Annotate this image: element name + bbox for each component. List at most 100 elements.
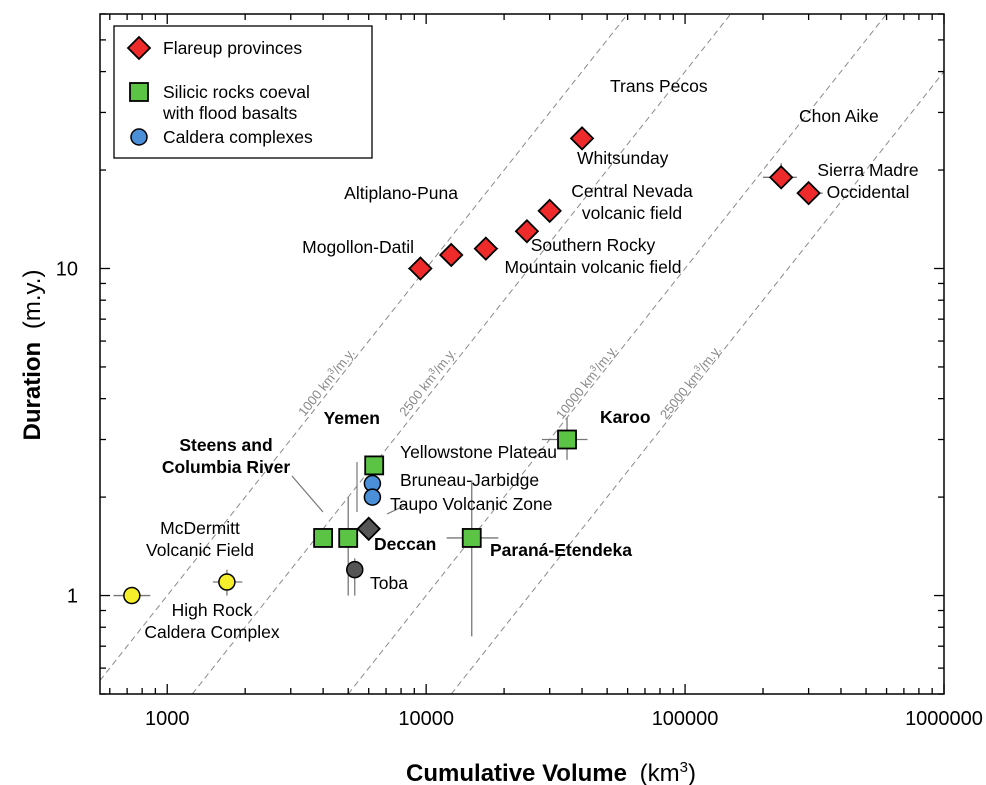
error-bars	[113, 163, 823, 637]
annotation-mcdermitt-volcanic-field: McDermitt Volcanic Field	[146, 518, 254, 560]
annotation-deccan: Deccan	[374, 534, 436, 554]
y-tick-label-10: 10	[56, 258, 78, 280]
annotation-line: High Rock	[172, 600, 253, 620]
annotation-toba: Toba	[370, 573, 408, 593]
marker-bruneau-jarbidge	[363, 488, 382, 506]
marker-whitsunday	[537, 198, 562, 224]
legend-box	[113, 25, 373, 159]
x-axis-title-main: Cumulative Volume	[406, 760, 627, 785]
annotation-line: Central Nevada	[571, 181, 693, 201]
annotation-line: Whitsunday	[577, 148, 669, 168]
x-axis-title-unit-sup: 3	[680, 759, 688, 776]
y-axis-title: Duration (m.y.)	[19, 270, 46, 441]
annotation-line: Mogollon-Datil	[302, 237, 414, 257]
x-axis-title-unit: (km	[640, 760, 680, 785]
x-axis-title: Cumulative Volume (km3)	[406, 759, 696, 785]
annotation-central-nevada-volcanic-field: Central Nevada volcanic field	[571, 181, 693, 223]
annotation-line: Bruneau-Jarbidge	[400, 470, 539, 490]
annotation-line: Sierra Madre	[817, 160, 918, 180]
y-tick-label-1: 1	[67, 586, 78, 608]
rate-line-label-sup: 3	[426, 366, 437, 376]
annotation-parana-etendeka: Paraná-Etendeka	[490, 540, 632, 560]
rate-line-label-sup: 3	[588, 363, 599, 373]
marker-chon-aike	[768, 165, 794, 190]
legend-label-line: Caldera complexes	[163, 127, 313, 147]
annotation-yellowstone-plateau: Yellowstone Plateau	[400, 442, 557, 462]
marker-karoo	[557, 429, 577, 450]
annotation-line: Southern Rocky	[531, 235, 656, 255]
legend-label: Flareup provinces	[163, 38, 302, 58]
marker-taupo-volcanic-zone	[356, 516, 381, 542]
rate-line-label-sup: 3	[325, 366, 336, 376]
legend-marker-circle	[130, 128, 148, 146]
rate-line-label-text: 10000 km	[553, 368, 600, 422]
x-axis-title-unit-close: )	[688, 760, 696, 785]
annotation-mogollon-datil: Mogollon-Datil	[302, 237, 414, 257]
legend-item-caldera-complexes: Caldera complexes	[130, 127, 313, 147]
annotation-line: Caldera Complex	[144, 622, 279, 642]
annotation-line: Deccan	[374, 534, 436, 554]
marker-steens-and-columbia-river	[313, 528, 334, 548]
rate-line-label-25000: 25000 km3/m.y.	[656, 342, 724, 422]
marker-mogollon-datil	[408, 256, 433, 281]
legend-marker-diamond	[126, 35, 152, 61]
marker-yemen	[364, 455, 385, 476]
legend-label: Silicic rocks coeval with flood basalts	[162, 82, 310, 123]
rate-line-label-sup: 3	[692, 363, 703, 373]
marker-deccan	[338, 528, 359, 548]
rate-line-label-2500: 2500 km3/m.y.	[395, 345, 459, 419]
y-axis-title-unit: (m.y.)	[19, 270, 46, 330]
annotation-trans-pecos: Trans Pecos	[610, 76, 708, 96]
annotation-line: Yemen	[324, 408, 380, 428]
annotation-whitsunday: Whitsunday	[577, 148, 669, 168]
rate-line-1000	[99, 13, 629, 681]
leader-line	[291, 475, 324, 513]
legend-label-line: Flareup provinces	[163, 38, 302, 58]
annotation-line: McDermitt	[160, 518, 240, 538]
axis-ticks: 1000 10000 100000 1000000 1 10	[56, 13, 983, 730]
legend-label: Caldera complexes	[163, 127, 313, 147]
point-annotations: Trans Pecos Chon Aike Sierra Madre Occident…	[144, 76, 918, 642]
annotation-line: Chon Aike	[799, 106, 879, 126]
annotation-line: Volcanic Field	[146, 540, 254, 560]
annotation-bruneau-jarbidge: Bruneau-Jarbidge	[400, 470, 539, 490]
marker-altiplano-puna	[438, 242, 464, 268]
x-tick-label-1000: 1000	[145, 708, 190, 730]
annotation-line: Trans Pecos	[610, 76, 708, 96]
annotation-line: Occidental	[827, 182, 910, 202]
leader-line	[386, 504, 407, 515]
marker-toba	[346, 560, 364, 579]
annotation-karoo: Karoo	[600, 407, 651, 427]
annotation-southern-rocky-mountain-volcanic-field: Southern Rocky Mountain volcanic field	[504, 235, 681, 277]
y-axis-title-main: Duration	[19, 342, 46, 441]
annotation-line: Columbia River	[162, 457, 291, 477]
marker-high-rock-caldera-complex	[123, 586, 141, 605]
annotation-line: Yellowstone Plateau	[400, 442, 557, 462]
annotation-yemen: Yemen	[324, 408, 380, 428]
rate-line-2500	[191, 13, 732, 695]
annotation-line: volcanic field	[582, 203, 682, 223]
data-markers	[123, 126, 821, 605]
legend-label-line: Silicic rocks coeval	[163, 82, 310, 102]
legend-marker-square	[129, 82, 149, 102]
marker-central-nevada-volcanic-field	[514, 218, 540, 244]
annotation-line: Karoo	[600, 407, 651, 427]
annotation-chon-aike: Chon Aike	[799, 106, 879, 126]
annotation-line: Steens and	[179, 435, 272, 455]
annotation-line: Toba	[370, 573, 408, 593]
annotation-steens-and-columbia-river: Steens and Columbia River	[162, 435, 291, 477]
legend-item-silicic-rocks-coeval-with-flood-basalts: Silicic rocks coeval with flood basalts	[129, 82, 310, 123]
marker-mcdermitt-volcanic-field	[218, 573, 236, 591]
annotation-line: Taupo Volcanic Zone	[390, 494, 552, 514]
rate-line-10000	[347, 13, 887, 695]
annotation-line: Mountain volcanic field	[504, 257, 681, 277]
rate-line-25000	[450, 71, 945, 695]
x-tick-label-10000: 10000	[398, 708, 454, 730]
marker-trans-pecos	[569, 126, 595, 151]
marker-sierra-madre-occidental	[796, 180, 821, 206]
marker-southern-rocky-mountain-volcanic-field	[473, 236, 499, 261]
rate-line-label-text: 25000 km	[657, 368, 704, 422]
annotation-sierra-madre-occidental: Sierra Madre Occidental	[817, 160, 918, 202]
annotation-line: Paraná-Etendeka	[490, 540, 632, 560]
